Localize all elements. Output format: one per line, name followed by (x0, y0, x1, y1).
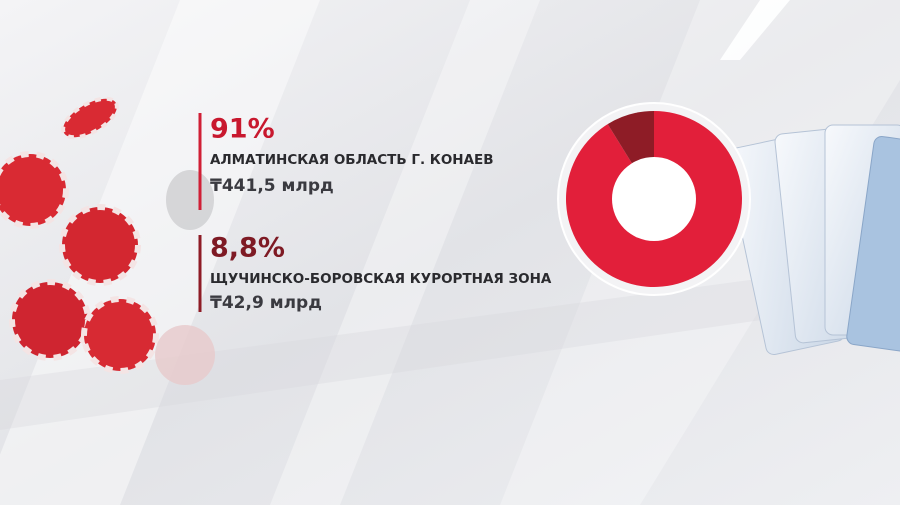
donut-hole (612, 157, 696, 241)
category-label: АЛМАТИНСКАЯ ОБЛАСТЬ Г. КОНАЕВ (210, 152, 494, 168)
cards-decoration (725, 124, 900, 356)
amount-label: ₸42,9 млрд (210, 293, 322, 313)
amount-label: ₸441,5 млрд (210, 176, 334, 196)
value-label: 91% (210, 114, 275, 145)
value-label: 8,8% (210, 233, 285, 264)
chips-decoration (0, 96, 215, 385)
category-label: ЩУЧИНСКО-БОРОВСКАЯ КУРОРТНАЯ ЗОНА (210, 271, 552, 287)
